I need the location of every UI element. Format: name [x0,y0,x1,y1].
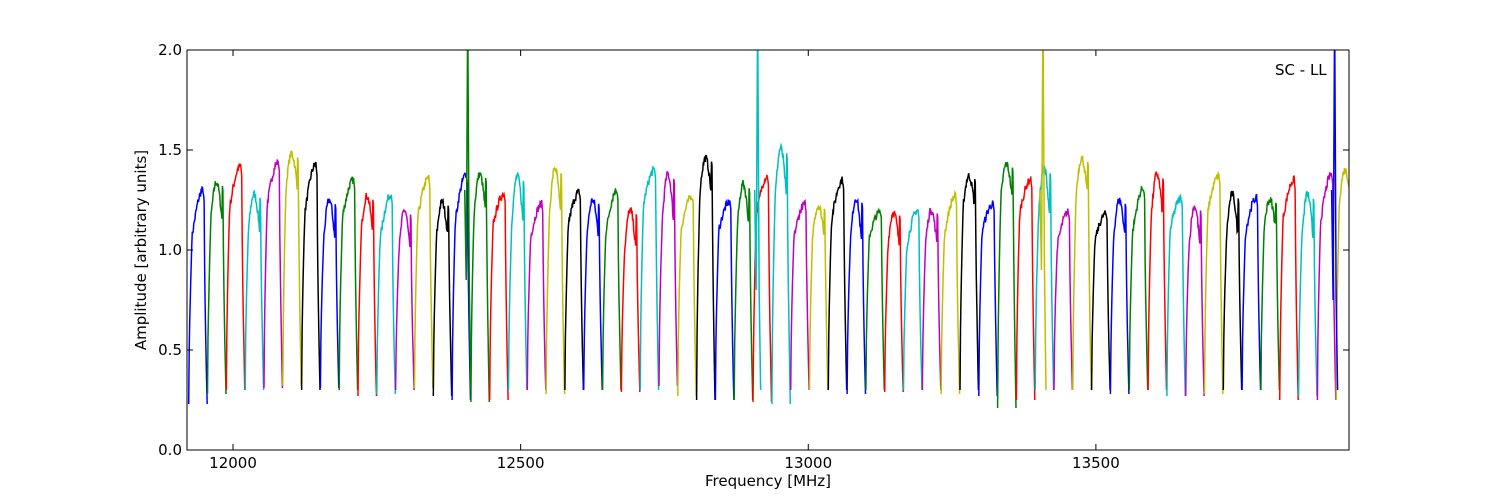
series-band-39 [902,209,923,391]
series-band-23 [601,188,622,391]
series-band-33 [789,199,810,391]
series-band-56 [1222,190,1243,391]
series-band-37 [865,207,886,391]
series-band-29 [714,198,735,401]
series-band-11 [376,194,397,395]
series-band-45 [1015,176,1036,401]
series-band-53 [1166,193,1187,397]
series-band-58 [1260,197,1281,391]
plot-background [187,50,1349,450]
y-axis-label: Amplitude [arbitrary units] [132,150,150,350]
rfi-spike-1 [463,50,472,391]
series-band-41 [940,189,961,395]
series-band-54 [1184,205,1205,397]
series-band-3 [225,163,246,391]
x-tick-label: 13000 [784,454,832,472]
series-band-22 [582,198,603,391]
series-band-7 [300,161,321,391]
series-band-9 [338,176,359,391]
series-band-14 [432,197,453,397]
series-band-18 [507,172,528,391]
series-band-47 [1053,208,1074,391]
annotation-label: SC - LL [1275,61,1327,79]
series-band-44 [996,161,1017,409]
series-band-52 [1147,171,1168,391]
series-band-59 [1278,175,1299,401]
series-band-49 [1090,210,1111,391]
series-band-19 [526,200,547,391]
series-band-13 [413,174,434,389]
series-band-16 [470,172,491,403]
series-band-63 [1355,173,1373,394]
x-tick-label: 13500 [1072,454,1120,472]
y-tick-label: 1.0 [158,241,182,259]
series-band-34 [808,204,829,391]
series-layer [187,50,1373,409]
series-band-35 [827,176,848,391]
series-band-36 [846,197,867,395]
series-band-6 [282,150,302,387]
series-band-21 [564,188,585,391]
series-band-48 [1072,155,1093,391]
series-band-50 [1109,197,1130,395]
series-band-51 [1128,186,1149,391]
series-band-28 [695,154,716,401]
x-axis-label: Frequency [MHz] [705,472,831,490]
tick-layer: 12000 12500 13000 13500 0.0 0.5 1.0 1.5 2.0 [158,41,1349,472]
series-band-5 [263,159,284,389]
series-band-10 [357,192,378,397]
y-tick-label: 1.5 [158,141,182,159]
series-band-26 [658,171,679,387]
series-band-30 [733,179,754,401]
series-band-62 [1335,168,1349,401]
series-band-55 [1203,170,1224,395]
series-band-2 [206,181,227,395]
series-band-42 [959,173,980,391]
series-band-43 [978,200,998,397]
series-band-1 [187,185,208,405]
series-band-40 [921,207,942,391]
series-band-25 [639,165,660,391]
series-band-24 [620,207,641,393]
y-tick-label: 2.0 [158,41,182,59]
rfi-spike-2 [753,50,762,391]
plot-frame [186,49,1350,451]
series-band-20 [545,165,566,395]
series-band-32 [771,142,792,405]
series-band-12 [394,208,415,391]
series-band-8 [319,198,340,389]
series-band-17 [488,191,509,401]
y-tick-label: 0.5 [158,341,182,359]
rfi-spike-3 [1039,50,1047,391]
y-tick-label: 0.0 [158,441,182,459]
series-band-61 [1316,172,1337,401]
series-band-38 [883,210,904,393]
x-tick-label: 12500 [497,454,545,472]
rfi-spike-4 [1330,50,1339,391]
series-band-57 [1241,193,1262,391]
x-tick-label: 12000 [209,454,257,472]
series-band-27 [677,195,697,397]
series-band-4 [244,189,265,391]
series-band-60 [1297,191,1318,397]
